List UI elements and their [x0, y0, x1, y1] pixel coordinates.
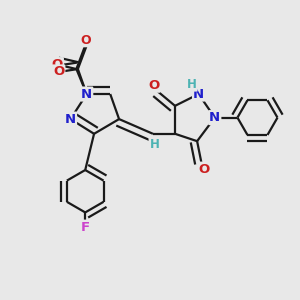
Text: N: N [65, 112, 76, 126]
Text: O: O [80, 34, 91, 47]
Text: O: O [53, 65, 64, 79]
Text: N: N [193, 88, 204, 100]
Text: H: H [187, 78, 197, 91]
Text: O: O [199, 163, 210, 176]
Text: H: H [149, 139, 159, 152]
Text: N: N [81, 88, 92, 100]
Text: O: O [52, 58, 63, 71]
Text: N: N [209, 111, 220, 124]
Text: O: O [148, 79, 160, 92]
Text: F: F [81, 220, 90, 234]
